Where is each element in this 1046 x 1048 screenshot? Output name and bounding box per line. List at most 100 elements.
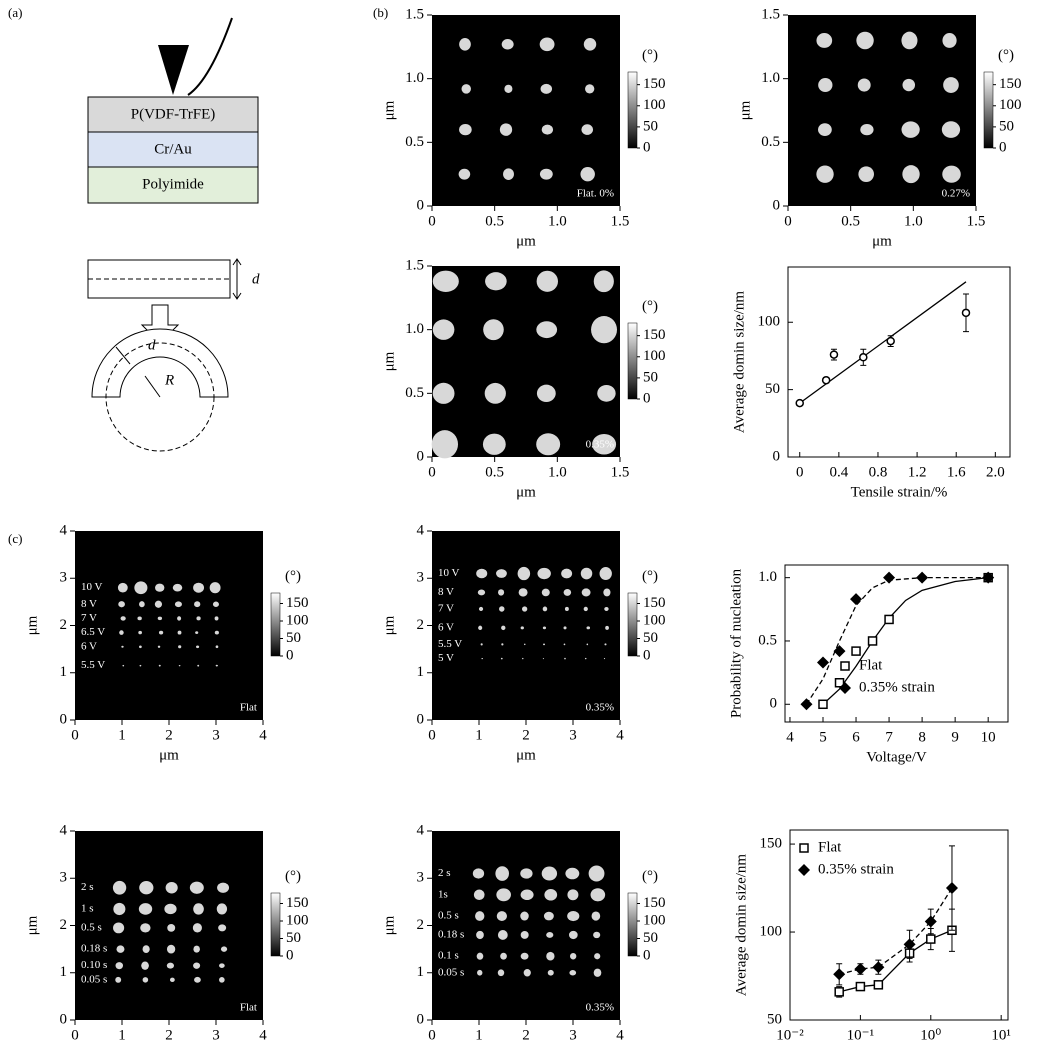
domain-dot — [594, 969, 602, 977]
domain-dot — [584, 38, 596, 51]
x-tick-label: 2 — [522, 1027, 530, 1043]
y-tick-label: 1 — [60, 664, 68, 680]
x-tick-label: 3 — [212, 727, 220, 743]
domain-dot — [603, 589, 610, 597]
domain-dot — [604, 607, 608, 611]
y-tick-label: 50 — [767, 1011, 782, 1027]
pfm-image — [432, 266, 620, 457]
domain-dot — [155, 601, 162, 608]
domain-dot — [170, 978, 175, 982]
domain-dot — [118, 583, 128, 593]
image-note: Flat — [240, 702, 257, 714]
domain-dot — [524, 969, 531, 977]
domain-dot — [503, 168, 514, 180]
colorbar-tick-label: 100 — [643, 612, 666, 628]
y-tick-label: 0 — [417, 1011, 425, 1027]
domain-dot — [537, 385, 556, 402]
colorbar-tick-label: 50 — [643, 930, 658, 946]
x-tick-label: 0 — [71, 1027, 79, 1043]
domain-dot — [543, 658, 544, 659]
plot-frame — [790, 830, 1008, 1020]
domain-dot — [589, 866, 605, 882]
domain-dot — [570, 953, 576, 960]
x-tick-label: 0 — [428, 727, 436, 743]
domain-dot — [567, 889, 578, 900]
domain-dot — [564, 644, 566, 646]
domain-dot — [167, 963, 174, 969]
y-tick-label: 4 — [417, 522, 425, 538]
domain-dot — [177, 616, 181, 620]
x-tick-label: 1.6 — [947, 464, 966, 480]
x-tick-label: 1 — [118, 1027, 126, 1043]
domain-dot — [483, 319, 504, 340]
domain-dot — [536, 433, 560, 455]
row-label: 5 V — [438, 652, 454, 664]
domain-dot — [499, 606, 504, 612]
domain-dot — [477, 970, 482, 976]
x-tick-label: 1.0 — [548, 213, 567, 229]
x-tick-label: 1 — [475, 1027, 483, 1043]
domain-dot — [195, 631, 198, 634]
colorbar-tick-label: 0 — [643, 390, 651, 406]
domain-dot — [155, 584, 164, 592]
row-label: 6.5 V — [81, 626, 105, 638]
x-tick-label: 0.8 — [869, 464, 888, 480]
domain-dot — [564, 589, 572, 596]
x-tick-label: 10⁻² — [776, 1027, 804, 1043]
domain-dot — [193, 946, 200, 953]
domain-dot — [548, 970, 554, 976]
domain-dot — [943, 77, 959, 93]
y-tick-label: 4 — [417, 822, 425, 838]
y-tick-label: 0 — [773, 197, 781, 213]
domain-dot — [216, 665, 218, 667]
domain-dot — [478, 589, 485, 595]
y-tick-label: 0 — [417, 197, 425, 213]
domain-dot — [518, 567, 531, 580]
domain-dot — [218, 924, 226, 931]
marker — [835, 988, 843, 996]
domain-dot — [476, 931, 484, 939]
row-label: 10 V — [81, 581, 103, 593]
thickness-label: d — [148, 337, 156, 353]
pfm-image — [432, 531, 620, 720]
x-tick-label: 5 — [819, 729, 827, 745]
domain-dot — [587, 644, 589, 646]
y-tick-label: 3 — [60, 870, 68, 886]
domain-dot — [193, 923, 202, 932]
panel-label: (c) — [8, 531, 22, 546]
y-tick-label: 1 — [417, 664, 425, 680]
legend-label: 0.35% strain — [859, 679, 935, 695]
domain-dot — [594, 270, 614, 292]
marker — [860, 354, 867, 361]
y-tick-label: 3 — [417, 570, 425, 586]
x-tick-label: 1.5 — [611, 213, 630, 229]
domain-dot — [193, 583, 204, 593]
domain-dot — [213, 602, 219, 607]
x-axis-label: μm — [516, 233, 536, 249]
row-label: 0.5 s — [81, 921, 102, 933]
y-tick-label: 1.0 — [405, 70, 424, 86]
y-tick-label: 1.5 — [405, 257, 424, 273]
domain-dot — [818, 123, 832, 136]
y-tick-label: 1.5 — [761, 6, 780, 22]
y-tick-label: 2 — [417, 617, 425, 633]
domain-dot — [164, 904, 176, 914]
figure: (a) (b) (c) P(VDF-TrFE) Cr/Au Polyimide … — [0, 0, 1046, 1043]
domain-dot — [542, 867, 557, 881]
domain-dot — [860, 124, 873, 135]
colorbar-tick-label: 150 — [643, 895, 666, 911]
domain-dot — [519, 588, 528, 596]
domain-dot — [581, 124, 593, 135]
marker — [830, 351, 837, 358]
domain-dot — [522, 606, 527, 611]
y-tick-label: 2 — [60, 917, 68, 933]
domain-dot — [478, 626, 482, 630]
y-tick-label: 1 — [417, 964, 425, 980]
y-axis-label: μm — [381, 615, 397, 635]
y-axis-label: μm — [381, 915, 397, 935]
legend-marker — [800, 844, 808, 852]
domain-dot — [166, 882, 178, 893]
tip — [158, 45, 189, 95]
domain-dot — [167, 945, 175, 954]
domain-dot — [902, 121, 920, 137]
